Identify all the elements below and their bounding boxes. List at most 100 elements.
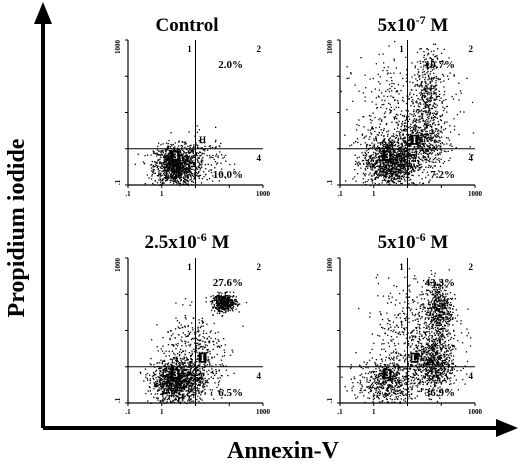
event-dot <box>152 377 154 379</box>
event-dot <box>432 130 434 132</box>
event-dot <box>430 136 432 138</box>
event-dot <box>179 164 181 166</box>
event-dot <box>176 165 178 168</box>
event-dot <box>405 56 407 58</box>
event-dot <box>198 129 200 131</box>
event-dot <box>181 388 183 390</box>
event-dot <box>432 59 434 61</box>
event-dot <box>386 135 389 137</box>
event-dot <box>384 179 386 181</box>
event-dot <box>431 129 433 131</box>
event-dot <box>386 167 388 169</box>
event-dot <box>430 79 432 81</box>
event-dot <box>188 396 190 398</box>
event-dot <box>426 104 429 106</box>
event-dot <box>391 85 393 88</box>
event-dot <box>192 157 194 159</box>
panel-title: 5x10-7 M <box>378 13 449 36</box>
event-dot <box>443 99 445 102</box>
event-dot <box>402 168 404 170</box>
event-dot <box>188 168 191 170</box>
event-dot <box>394 171 396 173</box>
event-dot <box>162 381 164 383</box>
event-dot <box>199 151 202 154</box>
event-dot <box>173 385 175 387</box>
event-dot <box>159 384 161 386</box>
event-dot <box>371 158 373 160</box>
event-dot <box>420 149 423 151</box>
event-dot <box>426 68 429 70</box>
event-dot <box>162 393 164 395</box>
event-dot <box>390 168 392 170</box>
event-dot <box>417 119 419 121</box>
event-dot <box>385 171 387 173</box>
event-dot <box>186 172 188 174</box>
event-dot <box>439 165 442 168</box>
event-dot <box>460 92 462 94</box>
event-dot <box>427 100 430 102</box>
event-dot <box>176 378 178 380</box>
event-dot <box>233 302 235 304</box>
event-dot <box>196 389 198 391</box>
event-dot <box>157 384 159 386</box>
event-dot <box>376 153 378 155</box>
event-dot <box>157 376 159 378</box>
event-dot <box>424 123 426 126</box>
event-dot <box>422 120 424 122</box>
event-dot <box>176 363 178 366</box>
event-dot <box>426 171 429 173</box>
event-dot <box>173 170 176 172</box>
event-dot <box>185 152 187 154</box>
event-dot <box>375 152 377 154</box>
event-dot <box>189 391 191 393</box>
event-dot <box>399 173 402 175</box>
event-dot <box>189 160 191 162</box>
event-dot <box>174 392 176 394</box>
event-dot <box>393 136 395 138</box>
event-dot <box>386 169 388 171</box>
event-dot <box>426 159 428 161</box>
event-dot <box>400 166 402 168</box>
event-dot <box>179 379 181 381</box>
event-dot <box>426 54 429 56</box>
event-dot <box>161 174 163 177</box>
event-dot <box>369 129 372 131</box>
event-dot <box>419 182 421 184</box>
event-dot <box>393 168 395 170</box>
event-dot <box>153 372 155 375</box>
event-dot <box>404 165 407 167</box>
event-dot <box>245 301 248 304</box>
event-dot <box>441 142 443 144</box>
event-dot <box>444 107 446 110</box>
event-dot <box>374 167 376 169</box>
event-dot <box>377 95 379 97</box>
event-dot <box>182 164 184 167</box>
event-dot <box>439 137 441 139</box>
event-dot <box>415 111 417 113</box>
event-dot <box>382 140 385 142</box>
event-dot <box>426 149 428 151</box>
event-dot <box>361 134 364 136</box>
event-dot <box>177 392 179 394</box>
event-dot <box>198 157 200 159</box>
event-dot <box>395 157 397 159</box>
event-dot <box>399 169 402 172</box>
event-dot <box>184 177 186 179</box>
event-dot <box>169 152 172 155</box>
event-dot <box>424 77 427 79</box>
event-dot <box>197 159 199 162</box>
event-dot <box>175 161 177 163</box>
event-dot <box>426 140 429 142</box>
event-dot <box>183 401 186 403</box>
event-dot <box>432 144 434 147</box>
event-dot <box>426 158 428 160</box>
event-dot <box>422 110 424 113</box>
event-dot <box>162 383 164 385</box>
event-dot <box>163 390 165 392</box>
event-dot <box>413 154 415 156</box>
event-dot <box>438 144 440 147</box>
event-dot <box>189 179 191 181</box>
event-dot <box>166 159 168 161</box>
event-dot <box>180 382 182 384</box>
event-dot <box>378 161 380 163</box>
